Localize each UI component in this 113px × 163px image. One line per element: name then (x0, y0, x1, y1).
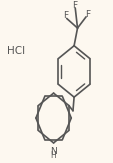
Text: F: F (62, 11, 67, 20)
Text: N: N (50, 147, 56, 156)
Text: H: H (50, 151, 56, 160)
Text: HCl: HCl (7, 45, 25, 56)
Text: F: F (84, 10, 89, 19)
Text: F: F (72, 1, 77, 10)
